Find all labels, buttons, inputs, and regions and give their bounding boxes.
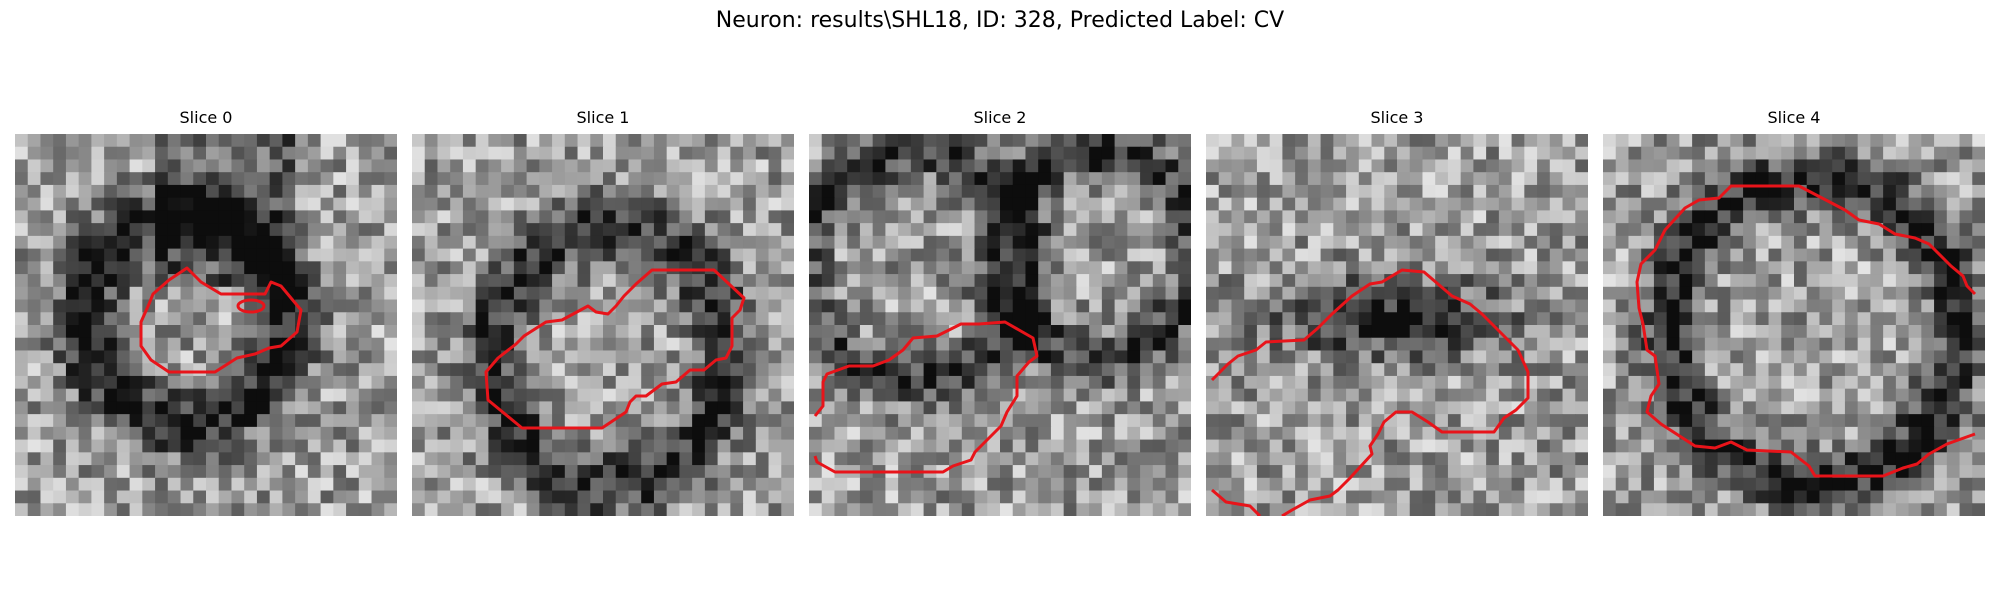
segmentation-contour xyxy=(1210,268,1530,516)
slice-title: Slice 2 xyxy=(973,108,1027,127)
figure-title: Neuron: results\SHL18, ID: 328, Predicte… xyxy=(715,8,1285,33)
slice-image xyxy=(809,134,1191,516)
slice-image xyxy=(1206,134,1588,516)
segmentation-contour xyxy=(813,320,1039,474)
slice-title: Slice 3 xyxy=(1370,108,1424,127)
slice-title: Slice 0 xyxy=(179,108,233,127)
segmentation-contour xyxy=(236,298,266,314)
slice-title: Slice 1 xyxy=(576,108,630,127)
segmentation-contour xyxy=(139,266,303,374)
segmentation-contour xyxy=(1211,488,1262,516)
segmentation-contour xyxy=(1635,184,1977,478)
slice-image xyxy=(15,134,397,516)
slice-image xyxy=(412,134,794,516)
segmentation-contour xyxy=(484,268,746,430)
slice-image xyxy=(1603,134,1985,516)
slice-title: Slice 4 xyxy=(1767,108,1821,127)
